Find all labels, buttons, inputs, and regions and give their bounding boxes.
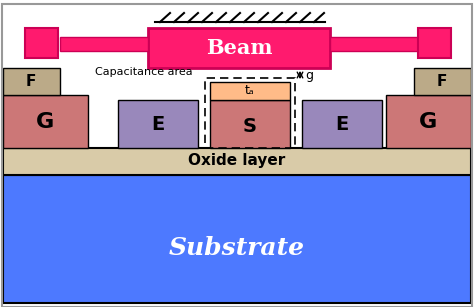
Bar	[118, 100, 198, 148]
Bar	[3, 148, 471, 175]
Text: F: F	[26, 75, 36, 90]
Bar	[3, 95, 88, 148]
Text: F: F	[437, 75, 447, 90]
Text: Oxide layer: Oxide layer	[188, 154, 286, 169]
Text: E: E	[151, 115, 164, 134]
Text: tₐ: tₐ	[245, 84, 255, 98]
Bar	[210, 100, 290, 148]
Bar	[330, 37, 418, 51]
Text: Substrate: Substrate	[169, 236, 305, 260]
Text: G: G	[36, 112, 54, 132]
Text: g: g	[305, 68, 313, 81]
Text: S: S	[243, 116, 257, 135]
Bar	[3, 175, 471, 303]
Bar	[148, 28, 330, 68]
Text: Beam: Beam	[206, 38, 272, 58]
Bar	[386, 95, 471, 148]
Text: G: G	[419, 112, 437, 132]
Bar	[210, 82, 290, 100]
Text: Capacitance area: Capacitance area	[95, 67, 193, 77]
Bar	[302, 100, 382, 148]
Bar	[25, 28, 58, 58]
Bar	[414, 68, 471, 95]
Bar	[3, 68, 60, 95]
Text: E: E	[336, 115, 348, 134]
Bar	[60, 37, 148, 51]
Bar	[418, 28, 451, 58]
